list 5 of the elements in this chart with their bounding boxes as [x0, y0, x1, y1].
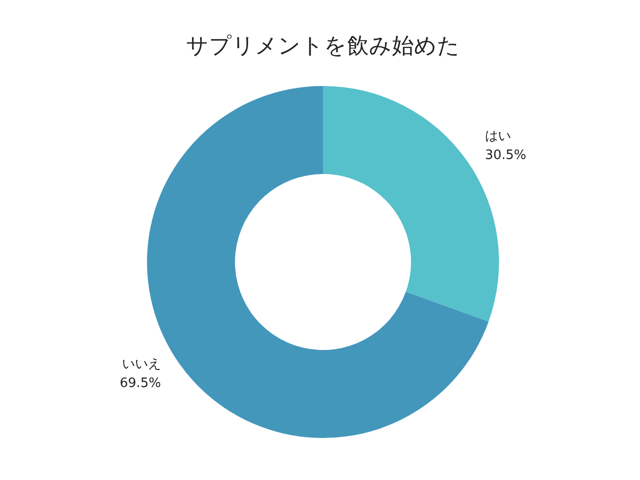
- slice-label: いいえ: [122, 356, 162, 372]
- slice-label: はい: [484, 129, 511, 144]
- data-label: 30.5%: [484, 148, 526, 164]
- chart-title: サプリメントを飲み始めた: [186, 34, 460, 59]
- data-label: 69.5%: [120, 376, 162, 391]
